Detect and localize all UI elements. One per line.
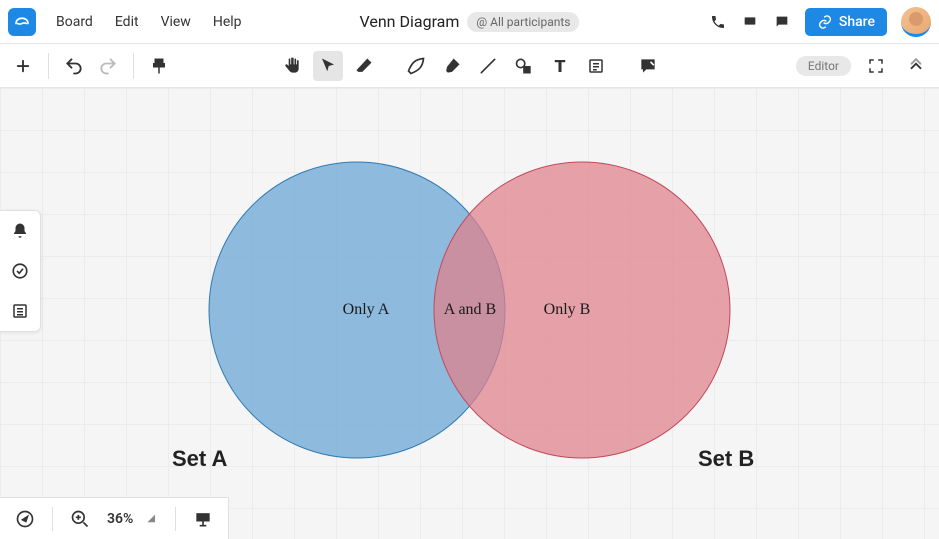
fit-screen-button[interactable] — [861, 51, 891, 81]
menu-edit[interactable]: Edit — [105, 8, 149, 36]
user-avatar[interactable] — [901, 7, 931, 37]
label-set-b[interactable]: Set B — [698, 446, 754, 472]
venn-diagram: Only A A and B Only B — [0, 88, 939, 539]
label-a-and-b[interactable]: A and B — [444, 301, 496, 318]
label-only-a[interactable]: Only A — [343, 301, 390, 318]
zoom-dropdown-icon[interactable]: ◢ — [147, 513, 155, 524]
collapse-button[interactable] — [901, 51, 931, 81]
format-painter-button[interactable] — [144, 51, 174, 81]
comment-tool[interactable] — [633, 51, 663, 81]
pen-tool[interactable] — [401, 51, 431, 81]
share-button[interactable]: Share — [805, 8, 887, 36]
menu-help[interactable]: Help — [203, 8, 252, 36]
top-menubar: Board Edit View Help Venn Diagram @ All … — [0, 0, 939, 44]
label-only-b[interactable]: Only B — [544, 301, 591, 318]
approve-icon[interactable] — [0, 251, 40, 291]
eraser-tool[interactable] — [349, 51, 379, 81]
app-logo[interactable] — [8, 8, 36, 36]
note-tool[interactable] — [581, 51, 611, 81]
chat-icon[interactable] — [773, 13, 791, 31]
share-label: Share — [839, 14, 875, 30]
document-title[interactable]: Venn Diagram — [360, 12, 460, 31]
shape-tool[interactable] — [509, 51, 539, 81]
add-button[interactable] — [8, 51, 38, 81]
list-icon[interactable] — [0, 291, 40, 331]
role-pill[interactable]: Editor — [796, 56, 851, 76]
canvas[interactable]: Only A A and B Only B Set A Set B 36% ◢ — [0, 88, 939, 539]
zoom-level[interactable]: 36% — [101, 511, 139, 527]
topbar-right: Share — [709, 7, 931, 37]
notifications-icon[interactable] — [0, 211, 40, 251]
presentation-icon[interactable] — [188, 504, 218, 534]
text-tool[interactable] — [545, 51, 575, 81]
highlighter-tool[interactable] — [437, 51, 467, 81]
present-icon[interactable] — [741, 13, 759, 31]
redo-button[interactable] — [93, 51, 123, 81]
zoom-in-icon[interactable] — [65, 504, 95, 534]
tool-picker — [277, 51, 663, 81]
pan-tool[interactable] — [277, 51, 307, 81]
menu-board[interactable]: Board — [46, 8, 103, 36]
line-tool[interactable] — [473, 51, 503, 81]
select-tool[interactable] — [313, 51, 343, 81]
menu-view[interactable]: View — [151, 8, 201, 36]
left-panel — [0, 210, 41, 332]
phone-icon[interactable] — [709, 13, 727, 31]
link-icon — [817, 14, 833, 30]
document-title-block: Venn Diagram @ All participants — [360, 12, 580, 32]
main-menu: Board Edit View Help — [46, 8, 252, 36]
label-set-a[interactable]: Set A — [172, 446, 227, 472]
compass-icon[interactable] — [10, 504, 40, 534]
undo-button[interactable] — [59, 51, 89, 81]
participants-pill[interactable]: @ All participants — [467, 12, 579, 32]
toolbar: Editor — [0, 44, 939, 88]
bottom-bar: 36% ◢ — [0, 497, 229, 539]
